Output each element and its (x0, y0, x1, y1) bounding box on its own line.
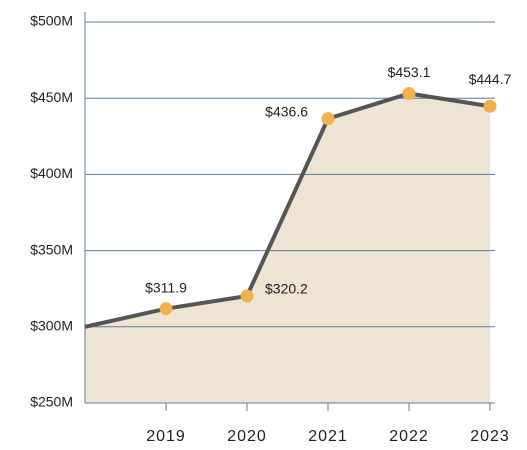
marker (321, 112, 335, 126)
marker (402, 86, 416, 100)
value-label: $453.1 (388, 64, 431, 80)
x-tick-label: 2022 (389, 428, 429, 445)
x-tick-label: 2021 (308, 428, 348, 445)
y-tick-label: $400M (30, 165, 73, 181)
x-tick-label: 2023 (470, 428, 510, 445)
y-tick-label: $500M (30, 13, 73, 29)
y-tick-label: $300M (30, 318, 73, 334)
value-label: $444.7 (469, 71, 512, 87)
marker (483, 99, 497, 113)
x-tick-label: 2020 (227, 428, 267, 445)
y-tick-label: $250M (30, 394, 73, 410)
value-label: $320.2 (265, 281, 308, 297)
area (85, 93, 490, 404)
value-label: $436.6 (265, 103, 308, 119)
marker (159, 302, 173, 316)
marker (240, 289, 254, 303)
value-label: $311.9 (145, 279, 187, 295)
y-tick-label: $350M (30, 241, 73, 257)
x-tick-label: 2019 (146, 428, 186, 445)
y-tick-label: $450M (30, 89, 73, 105)
line (84, 91, 491, 329)
